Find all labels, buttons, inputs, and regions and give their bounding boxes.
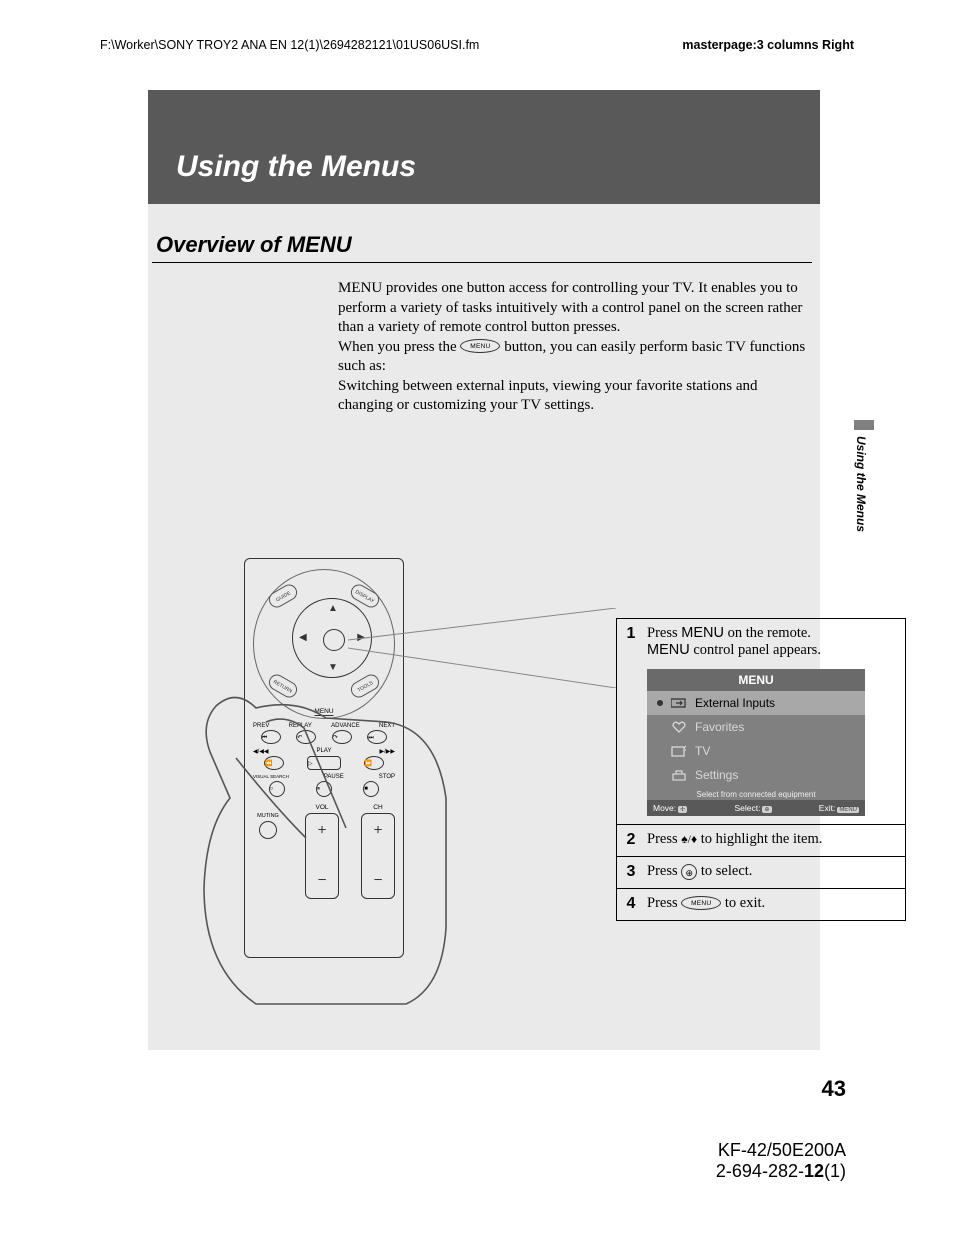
diagram-area: GUIDE DISPLAY RETURN TOOLS ▲ ▼ ◀ ▶ MENU <box>168 558 808 1018</box>
step-4: 4 Press MENU to exit. <box>617 888 905 920</box>
content-block: Using the Menus Overview of MENU MENU pr… <box>148 90 820 1050</box>
file-path: F:\Worker\SONY TROY2 ANA EN 12(1)\269428… <box>100 38 479 52</box>
menu-button-icon: MENU <box>681 896 721 910</box>
intro-p3: Switching between external inputs, viewi… <box>338 378 758 414</box>
doc-number: 2-694-282-12(1) <box>716 1161 846 1182</box>
side-tab-label: Using the Menus <box>854 436 868 532</box>
doc-footer: KF-42/50E200A 2-694-282-12(1) <box>716 1140 846 1182</box>
step-3: 3 Press ⊕ to select. <box>617 856 905 888</box>
callout-beam-icon <box>348 608 618 688</box>
osd-title: MENU <box>647 669 865 691</box>
remote-menu-label: MENU <box>314 708 333 716</box>
favorites-icon <box>671 721 687 733</box>
section-title: Overview of MENU <box>152 204 812 263</box>
transport-controls: PREV REPLAY ADVANCE NEXT ⏮ ↶ ↷ ⏭ ◀/◀ <box>253 723 395 801</box>
osd-row-tv: TV <box>647 739 865 763</box>
osd-menu-panel: MENU External Inputs Favorites <box>647 669 865 816</box>
intro-p2a: When you press the <box>338 339 460 355</box>
vol-ch-controls: MUTING VOL + − CH + − <box>253 813 395 899</box>
steps-table: 1 Press MENU on the remote. MENU control… <box>616 618 906 921</box>
external-inputs-icon <box>671 697 687 709</box>
osd-row-settings: Settings <box>647 763 865 787</box>
osd-row-favorites: Favorites <box>647 715 865 739</box>
osd-row-external-inputs: External Inputs <box>647 691 865 715</box>
step-1: 1 Press MENU on the remote. MENU control… <box>617 619 905 824</box>
intro-p1: MENU provides one button access for cont… <box>338 280 802 335</box>
masterpage-label: masterpage:3 columns Right <box>682 38 854 52</box>
return-button: RETURN <box>266 672 300 701</box>
model-number: KF-42/50E200A <box>716 1140 846 1161</box>
page-number: 43 <box>822 1076 846 1102</box>
osd-nav-bar: Move:✢ Select:⊕ Exit:MENU <box>647 800 865 816</box>
menu-button-icon: MENU <box>460 339 500 353</box>
volume-rocker: VOL + − <box>305 813 339 899</box>
side-tab: Using the Menus <box>854 420 874 560</box>
chapter-header: Using the Menus <box>148 90 820 204</box>
intro-text: MENU provides one button access for cont… <box>148 263 820 416</box>
step-2: 2 Press ♠/♦ to highlight the item. <box>617 824 905 856</box>
settings-icon <box>671 769 687 781</box>
enter-button-icon: ⊕ <box>681 864 697 880</box>
osd-footer-msg: Select from connected equipment <box>647 787 865 800</box>
tv-icon <box>671 745 687 757</box>
channel-rocker: CH + − <box>361 813 395 899</box>
doc-header: F:\Worker\SONY TROY2 ANA EN 12(1)\269428… <box>0 0 954 52</box>
chapter-title: Using the Menus <box>176 150 820 184</box>
guide-button: GUIDE <box>266 582 300 611</box>
